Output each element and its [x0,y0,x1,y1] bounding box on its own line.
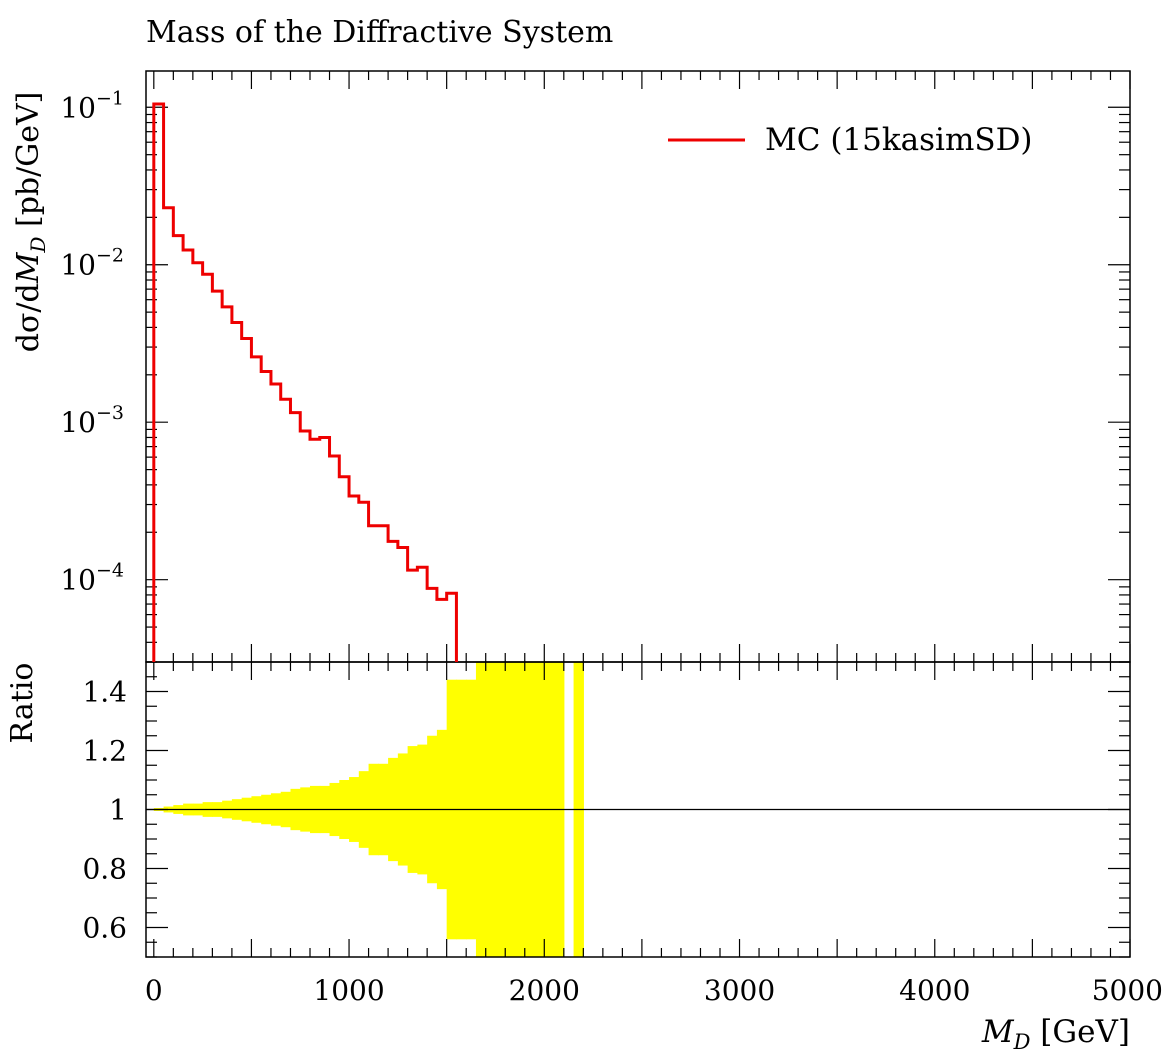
y-axis-label-main: dσ/dMD [pb/GeV] [11,92,50,353]
mc-histogram-line [152,102,458,662]
x-tick-label: 4000 [899,974,970,1007]
y-tick-label-main: 10−2 [60,245,124,282]
x-tick-label: 0 [145,974,163,1007]
x-tick-label: 3000 [704,974,775,1007]
x-tick-label: 5000 [1092,974,1163,1007]
y-axis-label-ratio: Ratio [5,663,40,744]
chart-title: Mass of the Diffractive System [146,15,613,50]
y-tick-label-ratio: 0.8 [82,853,127,886]
x-tick-label: 2000 [509,974,580,1007]
y-tick-label-ratio: 1.4 [82,676,127,709]
x-tick-label: 1000 [313,974,384,1007]
legend-label-mc: MC (15kasimSD) [765,122,1033,158]
main-plot-frame [145,70,1131,663]
y-tick-label-main: 10−1 [60,87,124,124]
y-tick-label-ratio: 1.2 [82,735,127,768]
tick-labels: 10−1 10−2 10−3 10−4 0.6 0.8 1 1.2 1.4 0 1000 2000 30… [60,87,1163,1007]
legend: MC (15kasimSD) [668,122,1033,158]
x-axis-label: MD [GeV] [981,1014,1130,1054]
y-tick-label-ratio: 1 [109,794,127,827]
y-tick-label-ratio: 0.6 [82,912,127,945]
y-tick-label-main: 10−4 [60,560,124,597]
y-tick-label-main: 10−3 [60,402,124,439]
